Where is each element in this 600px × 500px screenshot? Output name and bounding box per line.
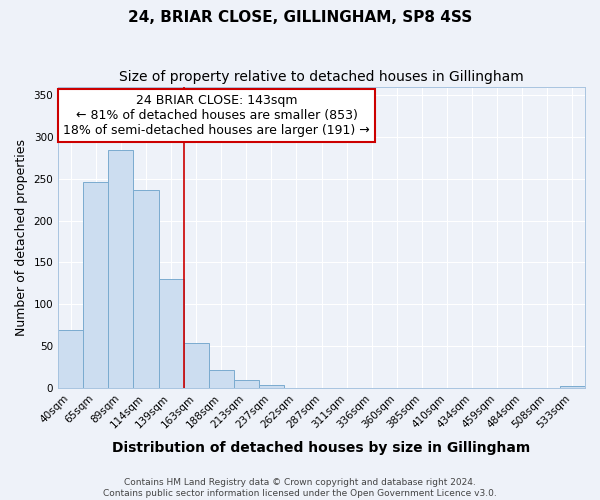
X-axis label: Distribution of detached houses by size in Gillingham: Distribution of detached houses by size … xyxy=(112,441,531,455)
Y-axis label: Number of detached properties: Number of detached properties xyxy=(15,139,28,336)
Text: 24, BRIAR CLOSE, GILLINGHAM, SP8 4SS: 24, BRIAR CLOSE, GILLINGHAM, SP8 4SS xyxy=(128,10,472,25)
Bar xyxy=(83,182,109,388)
Bar xyxy=(158,280,184,388)
Text: 24 BRIAR CLOSE: 143sqm
← 81% of detached houses are smaller (853)
18% of semi-de: 24 BRIAR CLOSE: 143sqm ← 81% of detached… xyxy=(64,94,370,137)
Bar xyxy=(184,343,209,388)
Bar xyxy=(259,385,284,388)
Bar xyxy=(234,380,259,388)
Title: Size of property relative to detached houses in Gillingham: Size of property relative to detached ho… xyxy=(119,70,524,84)
Bar xyxy=(133,190,158,388)
Text: Contains HM Land Registry data © Crown copyright and database right 2024.
Contai: Contains HM Land Registry data © Crown c… xyxy=(103,478,497,498)
Bar xyxy=(560,386,585,388)
Bar xyxy=(209,370,234,388)
Bar xyxy=(109,150,133,388)
Bar xyxy=(58,330,83,388)
